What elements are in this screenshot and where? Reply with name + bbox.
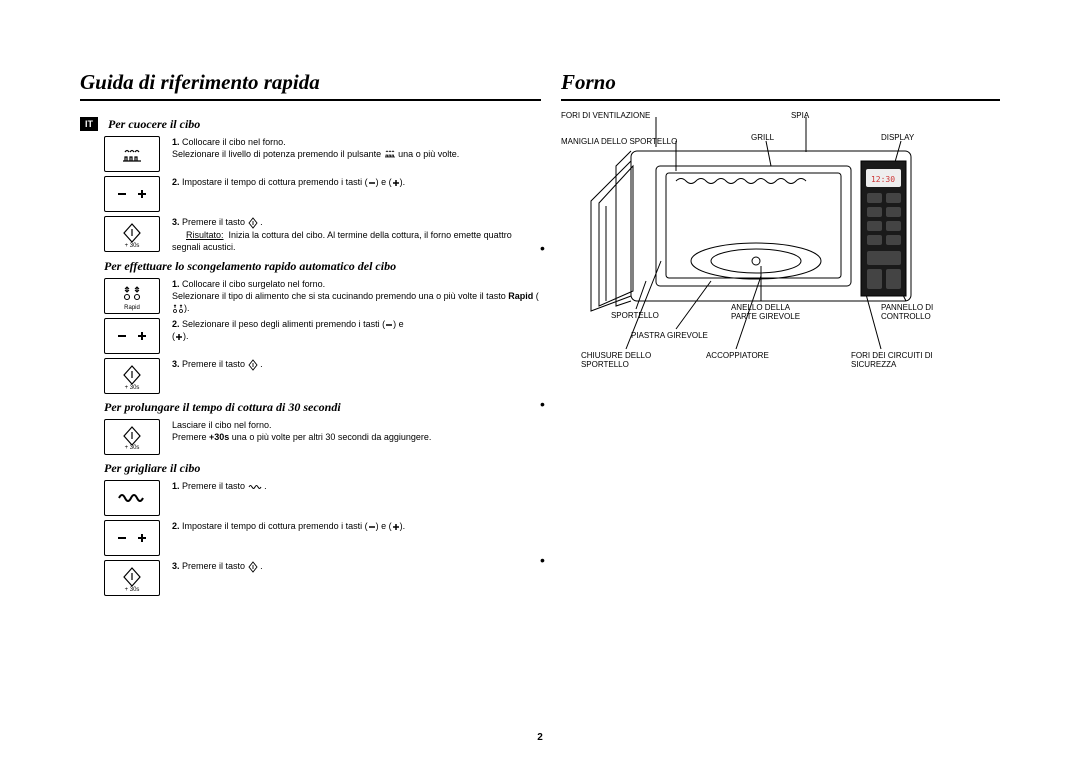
grill-step-2: 2. Impostare il tempo di cottura premend… xyxy=(172,520,541,556)
right-title: Forno xyxy=(561,70,616,95)
grill-step-3: 3. Premere il tasto . xyxy=(172,560,541,596)
left-title: Guida di riferimento rapida xyxy=(80,70,320,95)
cook-step-1: 1. Collocare il cibo nel forno. Selezion… xyxy=(172,136,541,172)
minus-plus-icon xyxy=(104,520,160,556)
power-icon xyxy=(104,136,160,172)
rapid-icon: Rapid xyxy=(104,278,160,314)
cook-step-2: 2. Impostare il tempo di cottura premend… xyxy=(172,176,541,212)
grill-icon xyxy=(104,480,160,516)
oven-diagram: FORI DI VENTILAZIONE SPIA MANIGLIA DELLO… xyxy=(561,111,941,391)
start-icon: + 30s xyxy=(104,419,160,455)
section-cook-heading: Per cuocere il cibo xyxy=(108,117,200,132)
start-icon: + 30s xyxy=(104,560,160,596)
minus-plus-icon xyxy=(104,176,160,212)
minus-plus-icon xyxy=(104,318,160,354)
svg-text:12:30: 12:30 xyxy=(871,175,895,184)
section-prolong-heading: Per prolungare il tempo di cottura di 30… xyxy=(104,400,541,415)
start-icon: + 30s xyxy=(104,216,160,252)
section-defrost-heading: Per effettuare lo scongelamento rapido a… xyxy=(104,259,541,274)
section-grill-heading: Per grigliare il cibo xyxy=(104,461,541,476)
fold-marks: ••• xyxy=(540,240,545,568)
defrost-step-2: 2. Selezionare il peso degli alimenti pr… xyxy=(172,318,541,354)
page-number: 2 xyxy=(537,732,543,743)
defrost-step-3: 3. Premere il tasto . xyxy=(172,358,541,394)
grill-step-1: 1. Premere il tasto . xyxy=(172,480,541,516)
defrost-step-1: 1. Collocare il cibo surgelato nel forno… xyxy=(172,278,541,314)
lang-badge: IT xyxy=(80,117,98,131)
start-icon: + 30s xyxy=(104,358,160,394)
cook-step-3: 3. Premere il tasto . Risultato: Inizia … xyxy=(172,216,541,253)
prolong-text: Lasciare il cibo nel forno. Premere +30s… xyxy=(172,419,431,455)
